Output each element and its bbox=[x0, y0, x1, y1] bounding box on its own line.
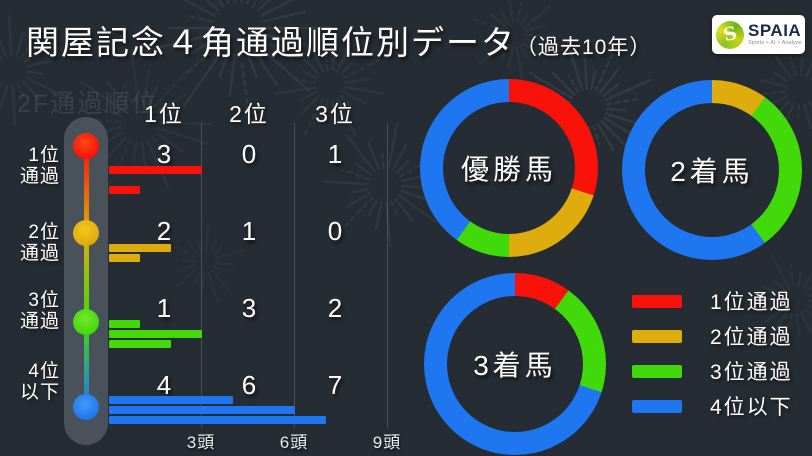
row-label-2: 2位 通過 bbox=[19, 222, 60, 264]
legend-label-2: 2位通過 bbox=[710, 326, 793, 349]
legend-row-1: 1位通過 bbox=[632, 289, 793, 314]
page-title-main: 関屋記念４角通過順位別データ bbox=[26, 24, 516, 61]
bar-r2-c2 bbox=[109, 254, 140, 262]
axis-tick-1: 3頭 bbox=[186, 433, 216, 452]
donut-chart-1: 優勝馬 bbox=[420, 79, 598, 257]
value-cell-r3-c3: 2 bbox=[327, 293, 343, 323]
timeline-node-blue bbox=[73, 394, 99, 420]
value-cell-r2-c3: 0 bbox=[327, 216, 343, 246]
timeline-connector bbox=[84, 146, 89, 407]
value-cell-r1-c3: 1 bbox=[327, 139, 343, 169]
row-label-3: 3位 通過 bbox=[19, 290, 60, 332]
value-cell-r4-c3: 7 bbox=[327, 370, 343, 400]
legend-swatch-yellow bbox=[632, 329, 682, 343]
value-cell-r2-c1: 2 bbox=[156, 216, 172, 246]
donut-chart-2: 2着馬 bbox=[622, 80, 802, 260]
gridline-9頭 bbox=[387, 123, 388, 428]
bar-r1-c3 bbox=[109, 186, 140, 194]
timeline-node-red bbox=[73, 133, 99, 159]
donut-chart-3: 3着馬 bbox=[424, 273, 606, 455]
ghost-watermark-label: 2F通過順位 bbox=[17, 90, 159, 118]
column-header-1: 1位 bbox=[144, 101, 184, 127]
value-cell-r1-c2: 0 bbox=[241, 139, 257, 169]
value-cell-r3-c1: 1 bbox=[156, 293, 172, 323]
axis-tick-3: 9頭 bbox=[372, 433, 402, 452]
legend-swatch-blue bbox=[632, 399, 682, 413]
value-cell-r2-c2: 1 bbox=[241, 216, 257, 246]
spaia-logo-subtitle: Sports × AI × Analyze bbox=[748, 38, 802, 45]
legend-swatch-green bbox=[632, 364, 682, 378]
bar-r4-c3 bbox=[109, 416, 326, 424]
timeline-node-green bbox=[73, 309, 99, 335]
bar-r2-c1 bbox=[109, 244, 171, 252]
spaia-logo-text: SPAIA Sports × AI × Analyze bbox=[748, 22, 812, 48]
value-cell-r3-c2: 3 bbox=[241, 293, 257, 323]
donut-label-1: 優勝馬 bbox=[460, 154, 557, 185]
page-title-period: （過去10年） bbox=[516, 36, 652, 59]
value-cell-r4-c2: 6 bbox=[241, 370, 257, 400]
donut-label-3: 3着馬 bbox=[473, 350, 557, 381]
bar-r4-c1 bbox=[109, 396, 233, 404]
page-title: 関屋記念４角通過順位別データ（過去10年） bbox=[26, 16, 651, 64]
spaia-logo-icon: S bbox=[716, 20, 744, 49]
row-label-1: 1位 通過 bbox=[19, 145, 60, 187]
axis-tick-2: 6頭 bbox=[279, 433, 309, 452]
value-cell-r1-c1: 3 bbox=[156, 139, 172, 169]
spaia-logo-letter: S bbox=[721, 22, 739, 46]
bar-r4-c2 bbox=[109, 406, 295, 414]
spaia-logo-name: SPAIA bbox=[748, 20, 802, 40]
column-header-2: 2位 bbox=[229, 101, 269, 127]
value-cell-r4-c1: 4 bbox=[156, 370, 172, 400]
legend-row-3: 3位通過 bbox=[632, 359, 793, 384]
donut-hole-1: 優勝馬 bbox=[443, 102, 575, 234]
donut-hole-2: 2着馬 bbox=[645, 103, 779, 237]
legend-row-2: 2位通過 bbox=[632, 324, 793, 349]
legend-row-4: 4位以下 bbox=[632, 394, 793, 419]
gridline-6頭 bbox=[294, 123, 295, 428]
bar-r3-c3 bbox=[109, 340, 171, 348]
legend-label-4: 4位以下 bbox=[710, 396, 793, 419]
donut-hole-3: 3着馬 bbox=[447, 296, 583, 432]
bar-r3-c2 bbox=[109, 330, 202, 338]
column-header-3: 3位 bbox=[315, 101, 355, 127]
gridline-3頭 bbox=[201, 123, 202, 428]
bar-r3-c1 bbox=[109, 320, 140, 328]
row-label-4: 4位 以下 bbox=[19, 361, 60, 403]
legend-label-3: 3位通過 bbox=[710, 361, 793, 384]
timeline-node-yellow bbox=[73, 220, 99, 246]
donut-label-2: 2着馬 bbox=[670, 156, 754, 187]
legend-label-1: 1位通過 bbox=[710, 291, 793, 314]
legend-swatch-red bbox=[632, 294, 682, 308]
spaia-logo: S SPAIA Sports × AI × Analyze bbox=[712, 15, 805, 54]
bar-r1-c1 bbox=[109, 166, 202, 174]
